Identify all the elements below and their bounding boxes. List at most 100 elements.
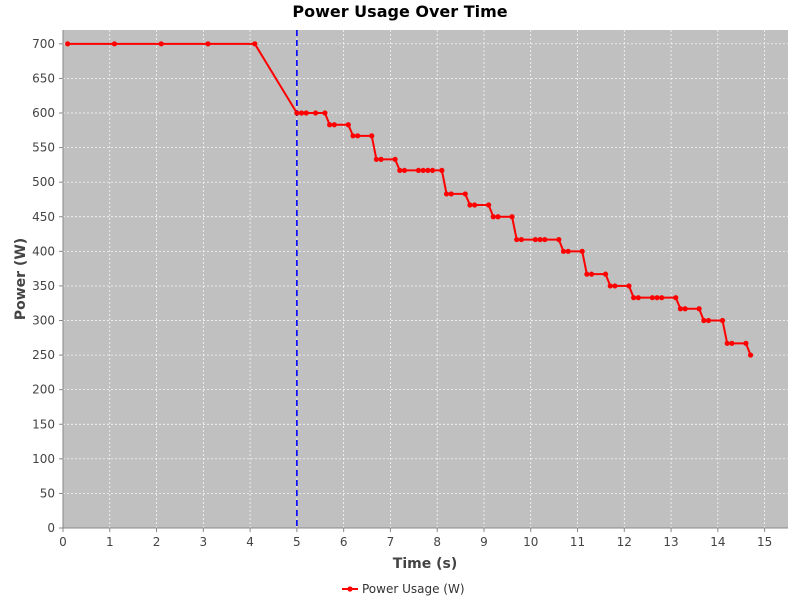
y-tick-label: 600 bbox=[32, 106, 55, 120]
y-tick-label: 650 bbox=[32, 71, 55, 85]
data-point bbox=[537, 236, 543, 243]
data-point bbox=[205, 41, 211, 47]
y-tick-label: 50 bbox=[40, 486, 55, 500]
y-tick-label: 0 bbox=[47, 521, 55, 535]
data-point bbox=[158, 41, 164, 47]
data-point bbox=[65, 41, 71, 47]
legend-label: Power Usage (W) bbox=[362, 582, 465, 596]
data-point bbox=[654, 295, 660, 301]
data-point bbox=[472, 202, 478, 208]
x-tick-label: 3 bbox=[200, 535, 208, 549]
data-point bbox=[705, 317, 712, 324]
data-point bbox=[378, 156, 384, 162]
data-point bbox=[415, 167, 422, 174]
x-tick-label: 12 bbox=[617, 535, 632, 549]
data-point bbox=[649, 295, 655, 301]
data-point bbox=[514, 236, 520, 243]
x-tick-label: 10 bbox=[523, 535, 538, 549]
x-tick-label: 15 bbox=[757, 535, 772, 549]
x-ticks: 0 1 2 3 4 5 6 7 8 9 10 11 12 13 14 15 bbox=[59, 528, 772, 549]
x-tick-label: 5 bbox=[293, 535, 301, 549]
x-tick-label: 0 bbox=[59, 535, 67, 549]
x-tick-label: 4 bbox=[246, 535, 254, 549]
chart-title: Power Usage Over Time bbox=[292, 2, 507, 21]
data-point bbox=[584, 271, 590, 277]
x-tick-label: 6 bbox=[340, 535, 348, 549]
data-point bbox=[612, 283, 618, 289]
data-point bbox=[327, 122, 333, 128]
x-tick-label: 2 bbox=[153, 535, 161, 549]
y-tick-label: 550 bbox=[32, 141, 55, 155]
y-tick-label: 500 bbox=[32, 175, 55, 189]
data-point bbox=[729, 340, 735, 346]
data-point bbox=[443, 191, 450, 197]
y-tick-label: 450 bbox=[32, 210, 55, 224]
data-point bbox=[467, 202, 473, 208]
x-tick-label: 13 bbox=[663, 535, 678, 549]
data-point bbox=[490, 214, 496, 220]
data-point bbox=[602, 271, 609, 277]
data-point bbox=[425, 167, 431, 174]
data-point bbox=[448, 191, 454, 197]
x-axis-label: Time (s) bbox=[393, 556, 457, 572]
data-point bbox=[355, 133, 361, 139]
data-point bbox=[719, 317, 726, 324]
x-tick-label: 8 bbox=[433, 535, 441, 549]
data-point bbox=[696, 306, 702, 312]
plot-area bbox=[63, 30, 788, 528]
data-point bbox=[486, 202, 492, 208]
data-point bbox=[677, 306, 684, 312]
data-point bbox=[350, 133, 356, 139]
series-layer bbox=[65, 41, 754, 358]
y-tick-label: 100 bbox=[32, 452, 55, 466]
data-point bbox=[369, 133, 375, 139]
data-point bbox=[294, 110, 300, 116]
data-point bbox=[397, 167, 403, 174]
data-point bbox=[747, 352, 754, 358]
data-point bbox=[682, 306, 688, 312]
data-point bbox=[373, 156, 379, 162]
x-tick-label: 14 bbox=[710, 535, 725, 549]
data-point bbox=[495, 214, 501, 220]
data-point bbox=[565, 248, 571, 254]
data-point bbox=[588, 271, 595, 277]
data-point bbox=[312, 110, 319, 116]
data-point bbox=[626, 283, 632, 289]
data-point bbox=[673, 295, 679, 301]
data-point bbox=[401, 167, 408, 174]
y-tick-label: 300 bbox=[32, 314, 55, 328]
data-point bbox=[252, 41, 258, 47]
x-tick-label: 11 bbox=[570, 535, 585, 549]
data-point bbox=[462, 191, 468, 197]
data-point bbox=[345, 122, 351, 128]
x-tick-label: 1 bbox=[106, 535, 114, 549]
data-point bbox=[532, 236, 539, 243]
legend: Power Usage (W) bbox=[342, 582, 465, 596]
data-point bbox=[518, 236, 524, 243]
data-point bbox=[111, 41, 118, 47]
data-point bbox=[701, 317, 707, 324]
y-tick-label: 150 bbox=[32, 417, 55, 431]
data-point bbox=[743, 340, 749, 346]
data-point bbox=[298, 110, 305, 116]
data-point bbox=[556, 236, 562, 243]
data-point bbox=[631, 295, 637, 301]
data-point bbox=[322, 110, 328, 116]
x-tick-label: 9 bbox=[480, 535, 488, 549]
y-ticks: 0 50 100 150 200 250 300 350 400 450 500 550 600 650 7… bbox=[32, 37, 63, 535]
y-tick-label: 250 bbox=[32, 348, 55, 362]
y-axis-label: Power (W) bbox=[13, 238, 29, 320]
data-point bbox=[659, 295, 665, 301]
data-point bbox=[392, 156, 398, 162]
y-tick-label: 700 bbox=[32, 37, 55, 51]
data-point bbox=[331, 122, 337, 128]
y-tick-label: 400 bbox=[32, 244, 55, 258]
x-tick-label: 7 bbox=[387, 535, 395, 549]
data-point bbox=[429, 167, 436, 174]
data-point bbox=[439, 167, 445, 174]
data-point bbox=[635, 295, 641, 301]
data-point bbox=[303, 110, 309, 116]
y-tick-label: 200 bbox=[32, 383, 55, 397]
data-point bbox=[607, 283, 613, 289]
